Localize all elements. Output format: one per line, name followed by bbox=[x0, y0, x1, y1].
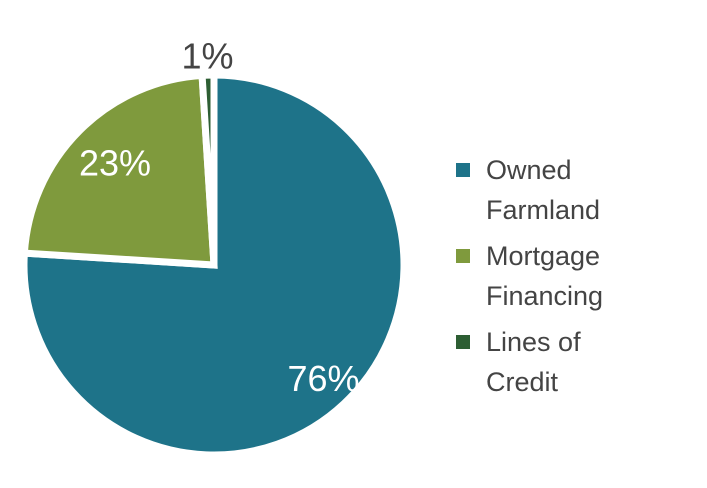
value-label: 1% bbox=[182, 36, 234, 77]
legend-item: Mortgage Financing bbox=[456, 236, 656, 316]
legend-label: Mortgage Financing bbox=[486, 241, 604, 311]
legend-item: Owned Farmland bbox=[456, 150, 656, 230]
value-label: 23% bbox=[79, 143, 151, 184]
legend-label: Lines of Credit bbox=[486, 327, 581, 397]
legend-swatch bbox=[456, 249, 470, 263]
value-label: 76% bbox=[287, 358, 359, 399]
pie-slice bbox=[198, 71, 218, 266]
legend: Owned Farmland Mortgage Financing Lines of… bbox=[456, 150, 656, 408]
legend-item: Lines of Credit bbox=[456, 322, 656, 402]
legend-label: Owned Farmland bbox=[486, 155, 601, 225]
legend-swatch bbox=[456, 335, 470, 349]
legend-swatch bbox=[456, 163, 470, 177]
pie-slice bbox=[20, 71, 218, 269]
